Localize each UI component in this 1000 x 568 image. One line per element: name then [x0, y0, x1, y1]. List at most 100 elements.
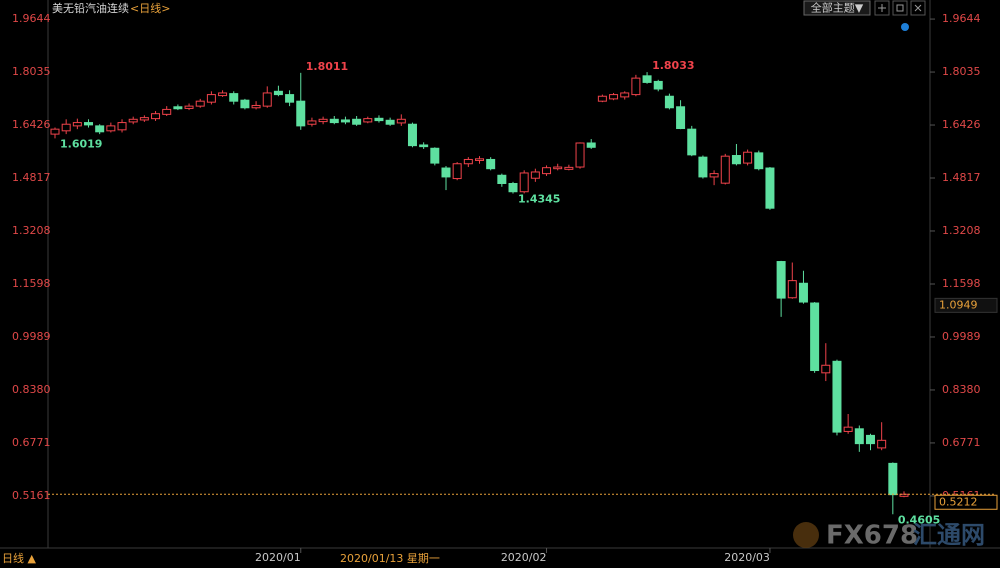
candle-body — [754, 152, 764, 170]
candle-body — [664, 95, 674, 109]
y-tick-label-left: 0.9989 — [12, 330, 51, 343]
watermark-logo — [793, 522, 819, 548]
y-tick-label-right: 0.9989 — [942, 330, 981, 343]
y-tick-label-left: 0.8380 — [12, 383, 51, 396]
candle-body — [262, 92, 272, 107]
candle-body — [452, 163, 462, 180]
y-tick-label-left: 1.9644 — [12, 12, 51, 25]
candle-body — [475, 158, 484, 161]
candle-body — [173, 106, 183, 110]
candle-body — [653, 80, 663, 90]
status-dot — [901, 23, 909, 31]
theme-button-label[interactable]: 全部主题▼ — [811, 1, 864, 15]
candle-body — [285, 94, 295, 103]
candle-body — [787, 280, 797, 299]
last-price-label: 0.5212 — [939, 495, 978, 508]
watermark-cn: 汇通网 — [913, 521, 985, 549]
candle-body — [229, 93, 239, 102]
candle-body — [419, 144, 429, 148]
y-tick-label-left: 1.4817 — [12, 171, 51, 184]
candle-body — [385, 119, 395, 125]
theme-button[interactable] — [803, 0, 871, 16]
candle-body — [810, 302, 820, 372]
y-tick-label-right: 0.8380 — [942, 383, 981, 396]
cursor-price-label: 1.0949 — [939, 298, 978, 311]
candle-body — [631, 77, 641, 96]
candle-body — [396, 118, 406, 124]
candle-body — [128, 118, 138, 123]
y-tick-label-left: 0.5161 — [12, 489, 51, 502]
candle-body — [821, 364, 831, 374]
candle-body — [61, 123, 71, 132]
toolbar-icons — [874, 0, 926, 16]
y-tick-label-left: 1.3208 — [12, 224, 51, 237]
low-label: 0.4605 — [898, 513, 940, 526]
candle-body — [441, 167, 451, 178]
candle-body — [296, 100, 306, 127]
x-tick-label: 2020/02 — [501, 551, 547, 564]
candle-body — [184, 105, 194, 109]
candle-body — [117, 122, 127, 131]
y-tick-label-right: 1.1598 — [942, 277, 981, 290]
candle-body — [463, 158, 473, 165]
x-tick-label: 2020/03 — [724, 551, 770, 564]
candle-body — [575, 142, 585, 168]
y-tick-label-left: 1.6426 — [12, 118, 51, 131]
y-tick-label-right: 1.6426 — [942, 118, 981, 131]
y-tick-label-right: 1.4817 — [942, 171, 981, 184]
candle-body — [374, 117, 384, 122]
y-tick-label-left: 0.6771 — [12, 436, 51, 449]
y-tick-label-left: 1.1598 — [12, 277, 51, 290]
candle-body — [530, 171, 540, 179]
candle-body — [642, 75, 652, 83]
candle-body — [865, 434, 875, 445]
candle-body — [542, 167, 552, 175]
cursor-price-box — [934, 297, 998, 313]
candle-body — [72, 122, 82, 127]
candle-body — [843, 426, 853, 432]
crosshair-date: 2020/01/13 星期一 — [340, 552, 440, 565]
candle-body — [50, 128, 60, 135]
candle-body — [318, 118, 328, 123]
candle-body — [687, 128, 697, 156]
period-button[interactable]: 日线 ▲ — [2, 551, 36, 565]
candle-body — [620, 92, 630, 98]
candle-body — [731, 155, 741, 165]
watermark: FX678 — [826, 521, 918, 551]
candle-body — [307, 120, 317, 125]
candle-body — [676, 106, 686, 130]
candle-body — [340, 119, 350, 123]
candle-body — [776, 261, 786, 299]
candle-body — [162, 108, 172, 115]
candle-body — [251, 104, 261, 109]
low-label: 1.6019 — [60, 137, 102, 150]
candle-body — [430, 147, 440, 164]
candle-body — [240, 99, 250, 109]
y-tick-label-right: 1.3208 — [942, 224, 981, 237]
chart-title: 美无铅汽油连续 — [52, 1, 129, 15]
y-tick-label-right: 1.8035 — [942, 65, 981, 78]
candle-body — [519, 172, 529, 193]
candle-body — [106, 125, 116, 132]
candle-body — [586, 142, 596, 148]
candle-body — [597, 95, 607, 102]
candle-body — [139, 117, 149, 121]
candle-body — [609, 94, 619, 100]
candle-body — [720, 155, 730, 184]
high-label: 1.8011 — [306, 60, 348, 73]
candle-body — [206, 94, 216, 103]
candle-body — [798, 282, 808, 303]
candle-body — [832, 360, 842, 433]
candle-body — [329, 118, 339, 124]
candle-body — [273, 90, 283, 96]
last-price-box — [934, 494, 998, 510]
candle-body — [218, 92, 228, 97]
x-tick-label: 2020/01 — [255, 551, 301, 564]
candle-body — [95, 125, 105, 133]
candle-body — [743, 151, 753, 164]
candle-body — [698, 156, 708, 178]
candle-body — [195, 100, 205, 107]
period: <日线> — [130, 1, 170, 15]
